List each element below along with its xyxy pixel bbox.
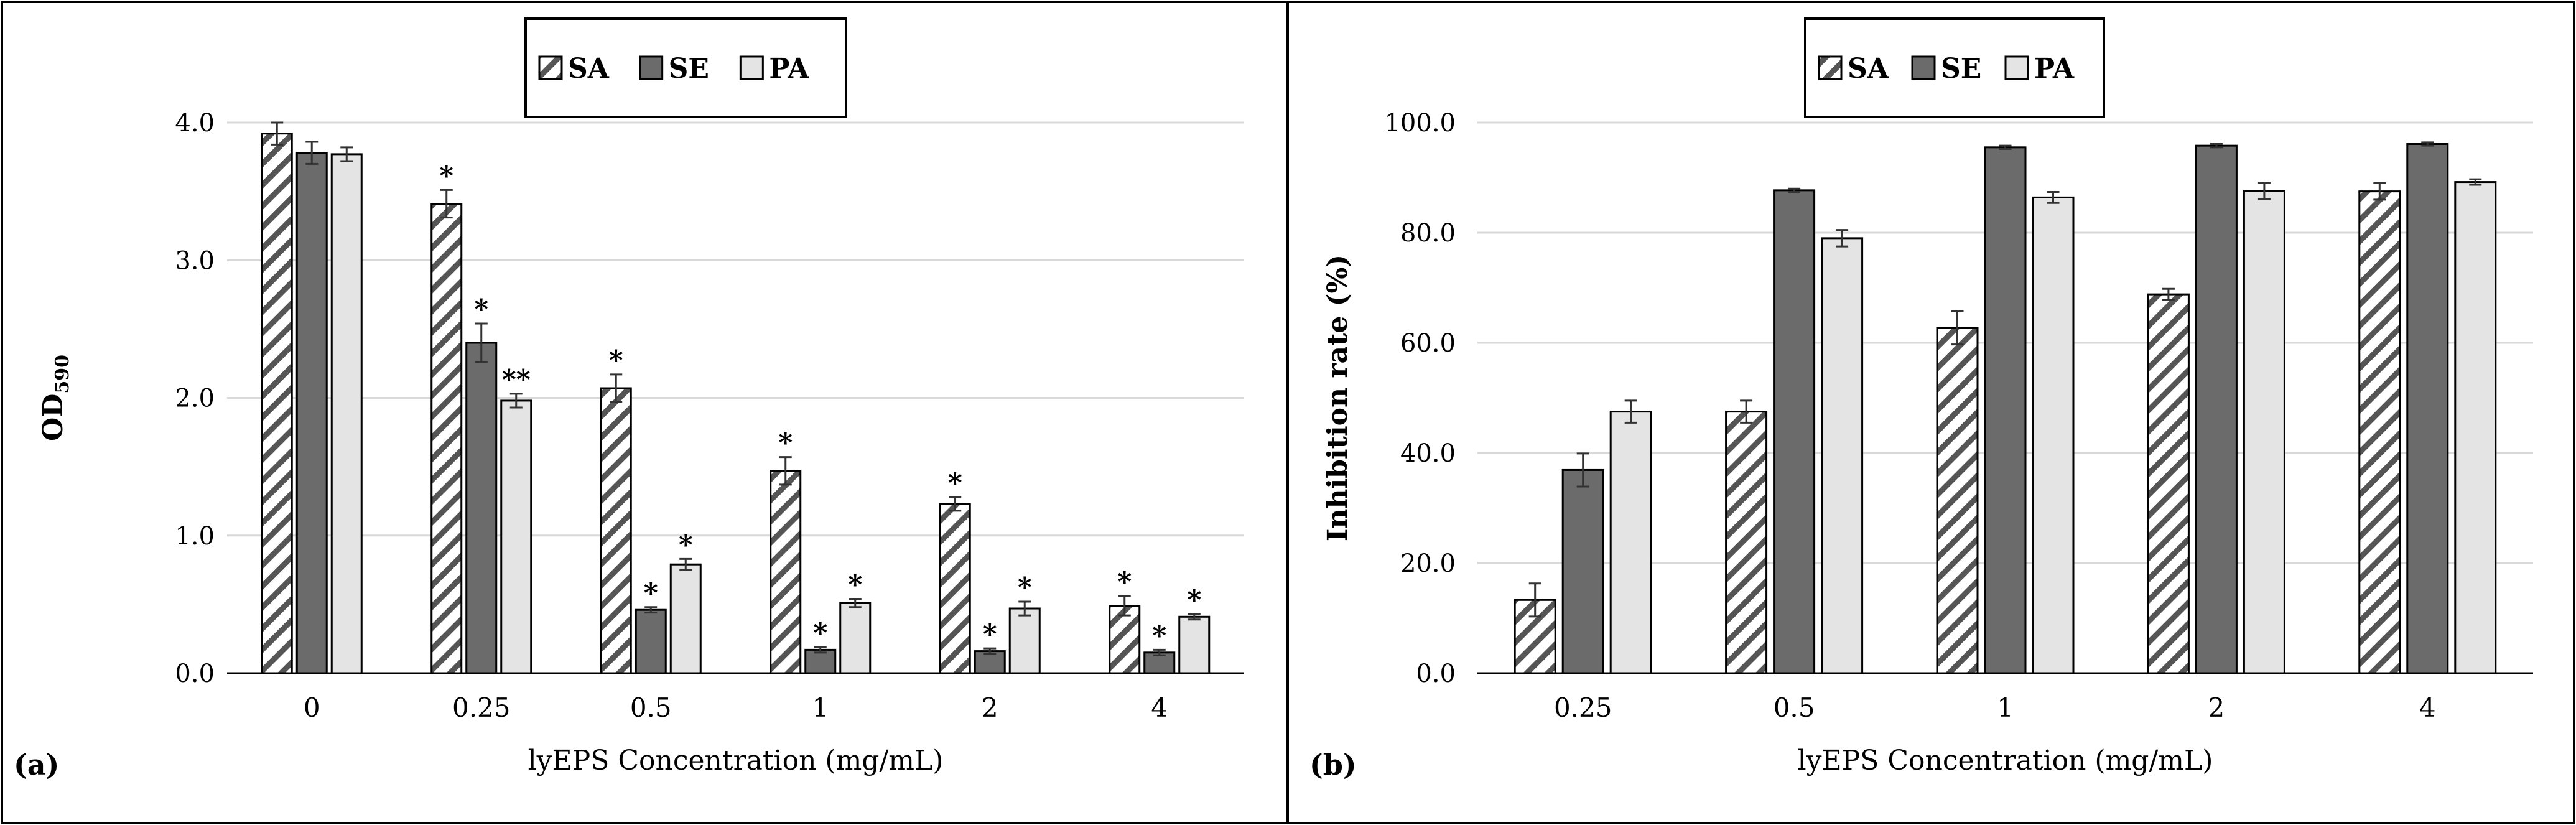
bar-se — [1984, 146, 2027, 674]
legend-box — [1804, 17, 2105, 118]
significance-mark: * — [983, 618, 997, 650]
y-axis-label: OD590 — [37, 355, 73, 441]
x-axis-label: lyEPS Concentration (mg/mL) — [528, 745, 944, 776]
x-tick-label: 0.25 — [1554, 692, 1612, 723]
significance-mark: ** — [502, 364, 531, 396]
x-tick-label: 0.5 — [630, 692, 672, 723]
significance-mark: * — [1117, 566, 1132, 598]
chart-panel-b: 0.0 20.0 40.0 60.0 80.0 100.0 0.25 0.5 1 2 4 Inhibi… — [1309, 17, 2533, 781]
legend-swatch-pa — [2004, 55, 2029, 80]
y-tick-label: 60.0 — [1400, 329, 1456, 358]
y-tick-label: 3.0 — [175, 246, 215, 275]
legend: SA SE PA — [1804, 17, 2105, 118]
y-tick-label: 2.0 — [175, 385, 215, 413]
bar-pa — [1008, 607, 1041, 674]
bar-pa — [2243, 190, 2285, 674]
legend-label-pa: PA — [769, 53, 809, 85]
bar-pa — [1609, 411, 1652, 674]
legend-swatch-sa — [538, 55, 563, 80]
significance-mark: * — [848, 569, 862, 601]
legend-label-sa: SA — [568, 53, 610, 85]
legend: SA SE PA — [524, 17, 847, 118]
bar-sa — [1936, 327, 1979, 674]
bar-sa — [770, 470, 802, 674]
y-tick-label: 40.0 — [1400, 439, 1456, 468]
bar-se — [635, 608, 667, 674]
y-tick-label: 0.0 — [175, 660, 215, 688]
bar-pa — [2032, 196, 2075, 674]
bar-sa — [939, 503, 971, 674]
bar-se — [2195, 144, 2238, 674]
significance-mark: * — [609, 345, 623, 376]
y-tick-label: 100.0 — [1384, 109, 1456, 138]
significance-mark: * — [778, 427, 793, 459]
legend-label-se: SE — [669, 53, 709, 85]
significance-mark: * — [948, 467, 962, 499]
bar-pa — [330, 153, 363, 674]
significance-mark: * — [1187, 584, 1201, 616]
significance-mark: * — [644, 577, 658, 609]
bar-pa — [2454, 181, 2497, 674]
legend-swatch-sa — [1818, 55, 1843, 80]
bar-sa — [2358, 190, 2401, 674]
chart-panel-a: 0.01.02.03.04.00 0.25****0.5***1***2***4*… — [14, 17, 1244, 781]
bar-sa — [600, 387, 632, 674]
significance-mark: * — [439, 160, 453, 192]
bar-sa — [1725, 411, 1768, 674]
significance-mark: * — [1152, 620, 1166, 651]
significance-mark: * — [813, 617, 827, 649]
x-tick-label: 2 — [2208, 692, 2225, 723]
y-axis-label-main: Inhibition rate (%) — [1322, 254, 1354, 541]
x-tick-label: 0.5 — [1774, 692, 1815, 723]
y-tick-label: 4.0 — [175, 109, 215, 138]
bar-sa — [430, 203, 463, 674]
bar-se — [1773, 189, 1816, 674]
bar-pa — [1821, 237, 1864, 674]
bar-pa — [839, 602, 872, 674]
x-tick-label: 4 — [1151, 692, 1168, 723]
bar-pa — [669, 563, 702, 674]
panel-label: (b) — [1309, 748, 1357, 781]
significance-mark: * — [474, 294, 488, 325]
bar-sa — [2147, 293, 2190, 674]
legend-label-pa: PA — [2034, 53, 2075, 85]
y-tick-label: 80.0 — [1400, 219, 1456, 248]
x-axis-label: lyEPS Concentration (mg/mL) — [1798, 745, 2213, 776]
bar-se — [1561, 468, 1604, 674]
x-tick-label: 1 — [1997, 692, 2014, 723]
bar-pa — [500, 399, 532, 674]
significance-mark: * — [1018, 572, 1032, 604]
bar-se — [295, 152, 328, 674]
bar-pa — [1178, 615, 1211, 674]
bar-se — [465, 342, 498, 674]
legend-label-sa: SA — [1848, 53, 1889, 85]
bar-se — [2406, 143, 2449, 674]
x-tick-label: 1 — [812, 692, 829, 723]
x-tick-label: 0.25 — [452, 692, 511, 723]
significance-mark: * — [679, 529, 693, 561]
panel-label: (a) — [14, 748, 59, 781]
y-axis-label-subscript: 590 — [52, 355, 73, 394]
y-tick-label: 1.0 — [175, 522, 215, 551]
x-tick-label: 0 — [304, 692, 320, 723]
legend-label-se: SE — [1941, 53, 1981, 85]
legend-swatch-pa — [739, 55, 764, 80]
legend-swatch-se — [639, 55, 664, 80]
x-tick-label: 2 — [982, 692, 998, 723]
legend-swatch-se — [1911, 55, 1936, 80]
y-tick-label: 0.0 — [1416, 660, 1456, 688]
bar-sa — [261, 133, 293, 674]
y-axis-label: Inhibition rate (%) — [1322, 254, 1354, 541]
y-axis-label-main: OD — [37, 394, 69, 441]
x-tick-label: 4 — [2419, 692, 2436, 723]
y-tick-label: 20.0 — [1400, 549, 1456, 578]
legend-box — [524, 17, 847, 118]
